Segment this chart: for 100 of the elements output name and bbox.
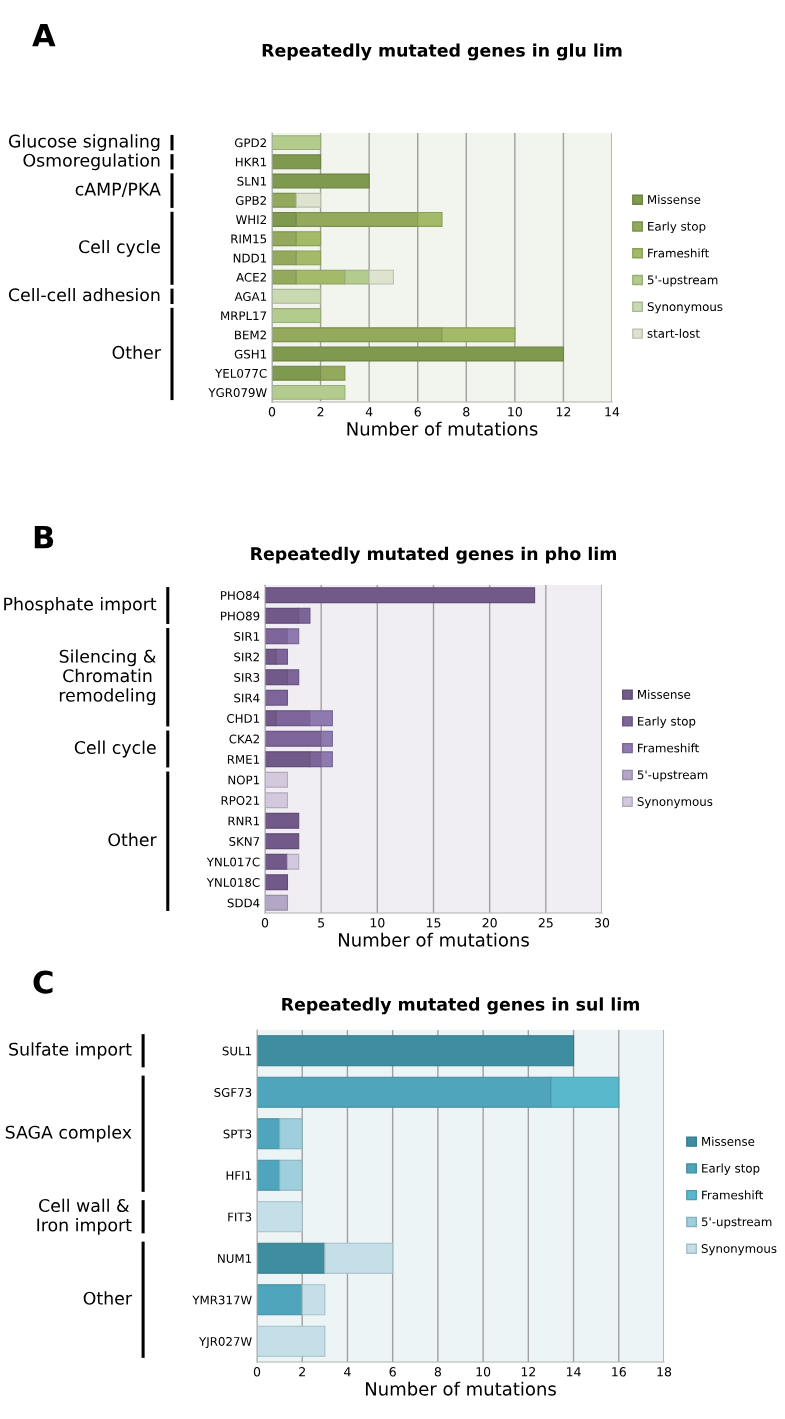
legend-label: Synonymous: [701, 1244, 777, 1256]
x-axis-title: Number of mutations: [347, 421, 538, 436]
text: SAGA complex: [5, 1125, 132, 1143]
y-tick-label: YEL077C: [215, 368, 267, 378]
bar: [257, 1201, 303, 1233]
y-tick-label: MRPL17: [221, 311, 267, 321]
legend-label: 5'-upstream: [701, 1217, 772, 1229]
y-tick-label: RNR1: [228, 816, 260, 826]
chart-title: Repeatedly mutated genes in pho lim: [251, 546, 616, 564]
y-tick-label: CHD1: [227, 713, 260, 723]
x-tick-label: 10: [476, 1367, 491, 1377]
bar: [272, 192, 297, 208]
x-tick-label: 14: [605, 407, 620, 417]
x-tick-label: 4: [344, 1367, 351, 1377]
bar: [272, 154, 322, 170]
text: Cell-cell adhesion: [8, 287, 160, 302]
legend-label: Missense: [648, 194, 701, 204]
x-tick-label: 0: [261, 918, 269, 928]
x-tick-label: 8: [463, 407, 470, 417]
y-tick-label: RPO21: [221, 795, 260, 805]
legend-label: Early stop: [638, 716, 696, 728]
y-tick-label: YMR317W: [192, 1295, 252, 1305]
y-tick-label: SDD4: [227, 898, 260, 908]
legend-label: Frameshift: [638, 743, 699, 753]
bar: [279, 1118, 303, 1150]
bar: [272, 288, 322, 304]
y-tick-label: GSH1: [234, 349, 267, 359]
text: Silencing & Chromatin remodeling: [59, 649, 156, 706]
text: Cell wall & Iron import: [37, 1198, 132, 1235]
y-tick-label: PHO84: [220, 590, 260, 600]
y-tick-label: RIM15: [231, 234, 267, 244]
y-tick-label: WHI2: [235, 215, 266, 224]
text: Osmoregulation: [23, 153, 160, 171]
y-tick-label: GPB2: [235, 195, 266, 205]
chart-title: Repeatedly mutated genes in glu lim: [262, 43, 622, 61]
bar: [272, 308, 322, 324]
x-axis-title: Number of mutations: [338, 932, 529, 947]
bar: [272, 173, 370, 189]
bar: [279, 1159, 303, 1191]
y-tick-label: FIT3: [228, 1212, 252, 1222]
y-tick-label: ACE2: [236, 272, 266, 282]
y-tick-label: SIR4: [234, 693, 260, 703]
text: Cell cycle: [79, 239, 160, 257]
y-tick-label: YJR027W: [199, 1336, 252, 1349]
x-tick-label: 10: [508, 407, 522, 417]
x-tick-label: 4: [365, 407, 373, 417]
legend-label: Frameshift: [648, 248, 709, 258]
y-tick-label: HKR1: [235, 157, 267, 167]
legend-label: Early stop: [648, 221, 706, 234]
bar: [272, 135, 322, 151]
y-tick-label: BEM2: [235, 330, 266, 340]
bar: [257, 1284, 303, 1316]
bar: [344, 269, 370, 285]
bar: [550, 1076, 620, 1108]
x-tick-label: 14: [566, 1367, 581, 1377]
x-tick-label: 10: [370, 918, 385, 928]
bar: [257, 1325, 326, 1357]
legend-label: Early stop: [702, 1163, 760, 1175]
x-tick-label: 8: [434, 1367, 442, 1377]
y-tick-label: RME1: [227, 755, 260, 764]
x-tick-label: 2: [317, 407, 324, 417]
legend-label: Synonymous: [647, 302, 723, 314]
x-tick-label: 5: [318, 918, 325, 928]
bar: [272, 384, 346, 400]
text: Other: [112, 345, 161, 359]
bar: [272, 346, 564, 362]
y-tick-label: PHO89: [220, 611, 260, 621]
y-tick-label: YNL017C: [206, 857, 260, 867]
legend-label: 5'-upstream: [647, 275, 718, 287]
legend-label: 5'-upstream: [637, 770, 708, 782]
y-tick-label: YNL018C: [206, 877, 260, 887]
x-axis-title: Number of mutations: [365, 1381, 556, 1396]
y-tick-label: YGR079W: [208, 388, 267, 398]
x-tick-label: 30: [595, 918, 610, 928]
x-tick-label: 0: [268, 407, 276, 417]
legend-label: Synonymous: [637, 797, 713, 809]
legend-label: Missense: [638, 689, 691, 699]
y-tick-label: SGF73: [214, 1087, 252, 1097]
y-tick-label: NDD1: [233, 253, 267, 263]
text: Other: [108, 832, 157, 847]
x-tick-label: 12: [521, 1367, 536, 1377]
bar: [257, 1076, 552, 1108]
y-tick-label: NUM1: [218, 1254, 252, 1263]
text: Other: [83, 1291, 132, 1305]
text: cAMP/PKA: [75, 182, 161, 198]
y-tick-label: GPD2: [234, 138, 266, 148]
text: C: [33, 970, 53, 994]
y-tick-label: SIR2: [234, 652, 259, 662]
x-tick-label: 6: [389, 1367, 396, 1377]
bar: [295, 192, 322, 208]
bar: [257, 1159, 281, 1191]
x-tick-label: 12: [556, 407, 571, 417]
bar: [257, 1242, 326, 1274]
text: Sulfate import: [9, 1042, 132, 1060]
x-tick-label: 18: [657, 1367, 672, 1377]
y-tick-label: AGA1: [234, 292, 267, 301]
text: Phosphate import: [4, 597, 157, 614]
y-tick-label: SLN1: [237, 176, 267, 186]
bar: [301, 1284, 326, 1316]
y-tick-label: NOP1: [228, 775, 260, 785]
